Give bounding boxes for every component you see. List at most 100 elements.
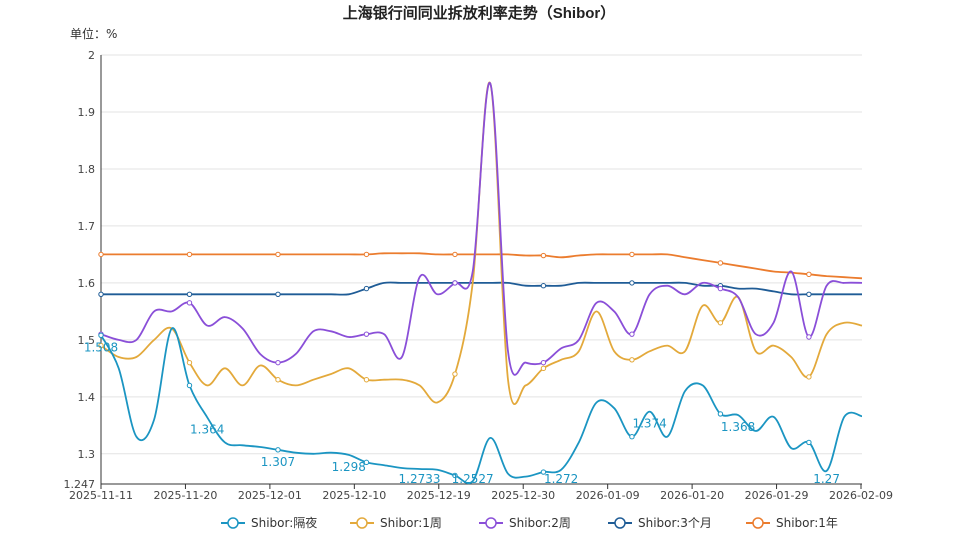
data-point [540, 469, 547, 475]
data-point [540, 252, 547, 259]
data-label: 1.307 [261, 455, 295, 469]
data-point [806, 291, 812, 297]
series-line [100, 82, 863, 376]
x-tick-label: 2026-01-09 [576, 489, 640, 502]
x-tick-label: 2025-12-10 [322, 489, 386, 502]
series-line [100, 81, 863, 406]
series-2 [98, 82, 863, 376]
data-label: 1.374 [632, 417, 666, 431]
data-point [629, 357, 635, 363]
data-point [98, 251, 104, 258]
data-label: 1.2527 [452, 472, 494, 486]
data-point [806, 334, 812, 340]
data-point [452, 371, 458, 377]
data-point [98, 291, 104, 297]
legend-label: Shibor:3个月 [638, 516, 712, 530]
data-point [540, 365, 547, 372]
data-point [186, 382, 193, 389]
legend-item-2[interactable]: Shibor:2周 [479, 516, 571, 530]
data-point [452, 280, 458, 286]
x-tick-label: 2025-12-30 [491, 489, 555, 502]
legend-swatch-marker [614, 517, 626, 529]
legend-swatch-marker [356, 517, 368, 529]
data-label: 1.364 [190, 422, 224, 436]
x-tick-label: 2025-11-20 [153, 489, 217, 502]
y-tick-label: 1.3 [78, 448, 96, 461]
legend-item-3[interactable]: Shibor:3个月 [608, 516, 712, 530]
data-point [806, 374, 812, 380]
x-tick-label: 2026-02-09 [829, 489, 893, 502]
data-point [363, 377, 370, 383]
legend-swatch-marker [485, 517, 497, 529]
data-label: 1.2733 [399, 472, 441, 486]
data-label-layer: 1.508 1.364 1.307 1.298 1.2733 1.2527 1.272 1.3… [84, 340, 840, 486]
x-tick-label: 2026-01-20 [660, 489, 724, 502]
data-point [363, 285, 370, 292]
data-label: 1.272 [544, 472, 578, 486]
legend[interactable]: Shibor:隔夜 Shibor:1周 Shibor:2周 Shibor:3个月 Shi… [221, 515, 838, 530]
series-4 [98, 251, 863, 280]
data-point [717, 320, 724, 326]
chart-title: 上海银行间同业拆放利率走势（Shibor） [343, 4, 616, 22]
y-tick-label: 1.9 [78, 106, 96, 119]
y-tick-label: 1.8 [78, 163, 96, 176]
data-label: 1.27 [813, 472, 840, 486]
data-point [186, 291, 193, 297]
data-point [540, 283, 547, 289]
data-point [98, 342, 104, 349]
data-point [629, 331, 635, 337]
data-point [806, 271, 812, 278]
data-point [629, 280, 635, 286]
legend-item-4[interactable]: Shibor:1年 [746, 516, 838, 530]
series-layer [98, 81, 863, 485]
y-tick-label: 2 [88, 49, 95, 62]
data-point [363, 331, 370, 337]
unit-label: 单位：% [70, 26, 117, 41]
series-0 [98, 327, 863, 485]
y-tick-label: 1.7 [78, 220, 96, 233]
x-tick-label: 2025-11-11 [69, 489, 133, 502]
data-label: 1.298 [332, 460, 366, 474]
x-tick-label: 2026-01-29 [745, 489, 809, 502]
y-tick-label: 1.247 [64, 478, 96, 491]
data-point [275, 447, 281, 453]
data-point [363, 251, 370, 258]
data-point [186, 300, 193, 306]
data-point [629, 251, 635, 258]
series-line [100, 252, 863, 280]
y-tick-label: 1.5 [78, 334, 96, 347]
legend-label: Shibor:2周 [509, 516, 571, 530]
x-tick-label: 2025-12-19 [407, 489, 471, 502]
y-tick-label: 1.4 [78, 391, 96, 404]
legend-item-0[interactable]: Shibor:隔夜 [221, 515, 317, 530]
data-point [275, 291, 281, 297]
data-point [717, 260, 724, 266]
data-point [275, 251, 281, 258]
legend-label: Shibor:1周 [380, 516, 442, 530]
data-point [275, 377, 281, 383]
legend-item-1[interactable]: Shibor:1周 [350, 516, 442, 530]
data-point [717, 285, 724, 292]
data-point [186, 251, 193, 258]
data-point [806, 439, 812, 446]
data-point [452, 472, 458, 479]
data-point [363, 459, 370, 466]
series-line [100, 327, 863, 485]
series-1 [98, 81, 863, 406]
legend-label: Shibor:隔夜 [251, 515, 317, 530]
data-point [717, 411, 724, 417]
data-point [540, 359, 547, 366]
data-point [629, 434, 635, 440]
data-label: 1.508 [84, 340, 118, 354]
data-point [275, 359, 281, 366]
series-line [101, 281, 862, 296]
legend-label: Shibor:1年 [776, 516, 838, 530]
x-tick-label: 2025-12-01 [238, 489, 302, 502]
legend-swatch-marker [752, 517, 764, 529]
legend-swatch-marker [227, 517, 239, 529]
data-point [452, 251, 458, 258]
data-point [98, 332, 104, 339]
